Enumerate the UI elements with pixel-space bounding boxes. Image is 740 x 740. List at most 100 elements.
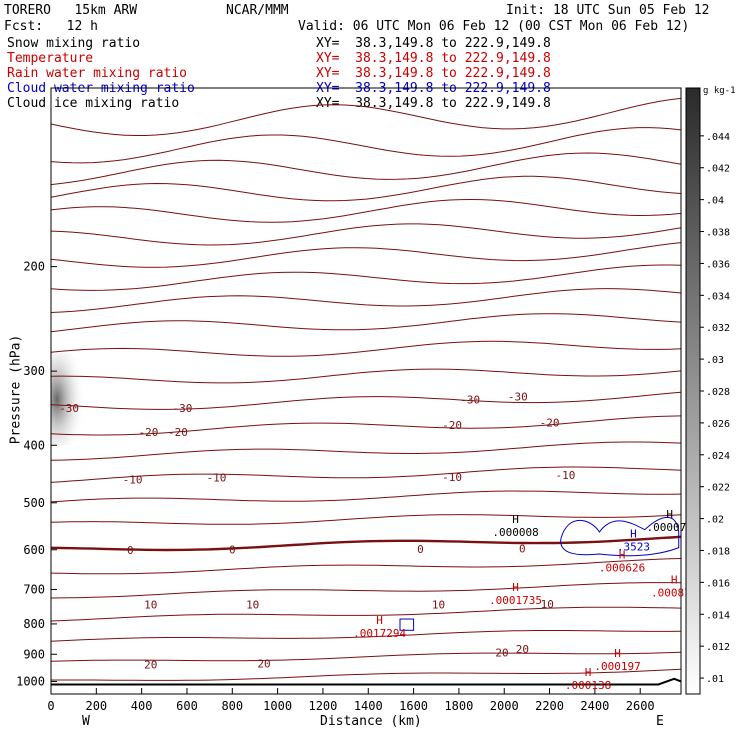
isotherm-label: 0 — [127, 544, 134, 557]
isotherm-line — [50, 415, 682, 436]
forecast-hour: Fcst: 12 h — [4, 19, 98, 34]
x-tick-label: 1600 — [399, 699, 428, 713]
isotherm-label: -10 — [555, 469, 575, 482]
colorbar-tick-label: .034 — [706, 291, 730, 302]
maximum-value: .000075 — [646, 521, 692, 534]
field-xy-rain: XY= 38.3,149.8 to 222.9,149.8 — [316, 66, 551, 81]
y-axis-label: Pressure (hPa) — [8, 334, 24, 445]
isotherm-line — [50, 198, 682, 223]
maximum-value: .000008 — [492, 526, 538, 539]
maximum-marker: H — [666, 508, 673, 521]
isotherm-label: 0 — [417, 543, 424, 556]
cloud-water-contour — [399, 618, 415, 631]
x-tick-label: 2000 — [490, 699, 519, 713]
org-label: NCAR/MMM — [226, 3, 289, 18]
valid-time: Valid: 06 UTC Mon 06 Feb 12 (00 CST Mon … — [298, 19, 690, 34]
maximum-marker: H — [512, 581, 519, 594]
maximum-marker: H — [671, 573, 678, 586]
isotherm-line — [50, 630, 682, 642]
isotherm-label: -10 — [123, 474, 143, 487]
x-tick-label: 1000 — [263, 699, 292, 713]
isotherm-label: -20 — [442, 419, 462, 432]
maximum-value: .000138 — [565, 679, 611, 692]
isotherm-label: 20 — [516, 643, 529, 656]
field-xy-snow: XY= 38.3,149.8 to 222.9,149.8 — [316, 36, 551, 51]
y-tick-label: 800 — [23, 617, 45, 631]
isotherm-label: -30 — [173, 402, 193, 415]
field-label-cloud-ice: Cloud ice mixing ratio — [7, 96, 180, 111]
colorbar-tick-label: .04 — [706, 196, 724, 207]
init-time: Init: 18 UTC Sun 05 Feb 12 — [506, 3, 710, 18]
maximum-marker: H — [630, 527, 637, 540]
isotherm-line — [50, 391, 682, 410]
y-tick-label: 400 — [23, 438, 45, 452]
x-tick-label: 1800 — [444, 699, 473, 713]
isotherm-line — [50, 558, 682, 575]
colorbar-tick-label: .012 — [706, 642, 730, 653]
isotherm-line — [50, 152, 682, 186]
x-tick-label: 400 — [131, 699, 153, 713]
isotherm-label: 10 — [246, 599, 259, 612]
model-title: TORERO 15km ARW — [4, 3, 138, 18]
maximum-marker: H — [614, 647, 621, 660]
isotherm-line — [50, 441, 682, 461]
isotherm-label: 10 — [144, 599, 157, 612]
snow-shading — [51, 353, 91, 446]
isotherm-line — [50, 490, 682, 503]
isotherm-label: -20 — [540, 416, 560, 429]
isotherm-label: -10 — [206, 471, 226, 484]
maximum-marker: H — [512, 513, 519, 526]
isotherm-line — [50, 368, 682, 384]
colorbar-tick-label: .028 — [706, 387, 730, 398]
zero-isotherm — [50, 535, 682, 552]
isotherm-label: -30 — [59, 402, 79, 415]
isotherm-line — [50, 606, 682, 622]
isotherm-line — [50, 466, 682, 483]
isotherm-label: -20 — [139, 426, 159, 439]
colorbar-tick-label: .026 — [706, 419, 730, 430]
cloud-water-contour — [560, 516, 680, 557]
x-tick-label: 800 — [221, 699, 243, 713]
colorbar-tick-label: .016 — [706, 578, 730, 589]
x-tick-label: 1200 — [308, 699, 337, 713]
x-tick-label: 0 — [47, 699, 54, 713]
x-tick-label: 600 — [176, 699, 198, 713]
field-label-rain: Rain water mixing ratio — [7, 66, 188, 81]
plot-frame — [50, 87, 682, 695]
field-label-cloud-water: Cloud water mixing ratio — [7, 81, 195, 96]
isotherm-line — [50, 223, 682, 246]
isotherm-line — [50, 264, 682, 291]
x-tick-label: 200 — [85, 699, 107, 713]
colorbar-tick-label: .01 — [706, 674, 724, 685]
colorbar-tick-label: .036 — [706, 259, 730, 270]
field-xy-cloud-ice: XY= 38.3,149.8 to 222.9,149.8 — [316, 96, 551, 111]
maximum-value: .000197 — [594, 660, 640, 673]
maximum-value: .0001735 — [489, 594, 542, 607]
colorbar-tick-label: .03 — [706, 355, 724, 366]
colorbar-tick-label: .032 — [706, 323, 730, 334]
colorbar-unit: g kg-1 — [703, 86, 736, 96]
colorbar-tick-label: .042 — [706, 164, 730, 175]
isotherm-line — [50, 175, 682, 202]
isotherm-line — [50, 514, 682, 525]
x-tick-label: 2400 — [580, 699, 609, 713]
maximum-value: .0017294 — [353, 627, 406, 640]
isotherm-label: 0 — [229, 543, 236, 556]
isotherm-line — [50, 582, 682, 599]
isotherm-label: -20 — [168, 426, 188, 439]
isotherm-label: 10 — [541, 598, 554, 611]
x-tick-label: 2600 — [626, 699, 655, 713]
colorbar-tick-label: .018 — [706, 546, 730, 557]
colorbar-tick-label: .022 — [706, 483, 730, 494]
x-axis-label: Distance (km) — [320, 714, 422, 729]
isotherm-label: -30 — [508, 390, 528, 403]
maximum-marker: H — [619, 548, 626, 561]
y-tick-label: 500 — [23, 496, 45, 510]
colorbar-tick-label: .024 — [706, 451, 730, 462]
isotherm-label: 20 — [144, 658, 157, 671]
maximum-value: .000626 — [599, 561, 645, 574]
y-tick-label: 1000 — [16, 674, 45, 688]
colorbar-tick-label: .038 — [706, 228, 730, 239]
x-tick-label: 2200 — [535, 699, 564, 713]
